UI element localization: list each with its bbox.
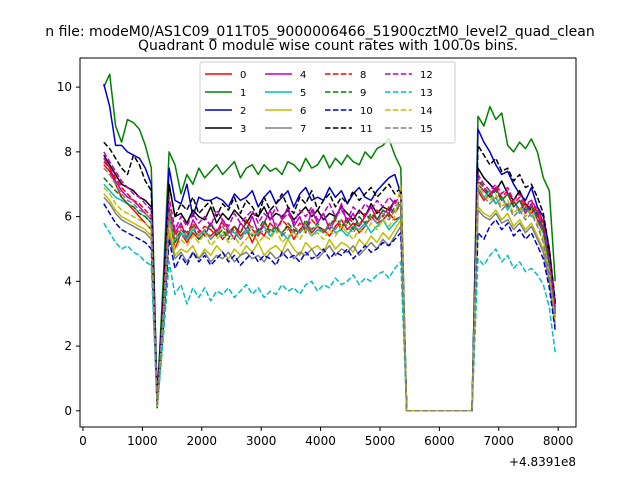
series-line-1: [103, 73, 556, 412]
x-tick-label: 0: [79, 434, 87, 448]
figure-suptitle: n file: modeM0/AS1C09_011T05_9000006466_…: [45, 24, 594, 40]
legend-label-14: 14: [420, 106, 433, 117]
x-tick-label: 2000: [186, 434, 217, 448]
legend-label-2: 2: [240, 106, 246, 117]
y-tick-label: 0: [64, 404, 72, 418]
series-line-13: [103, 222, 556, 412]
legend-label-3: 3: [240, 124, 246, 135]
x-tick-label: 6000: [424, 434, 455, 448]
legend-box: [199, 61, 456, 144]
series-line-7: [103, 196, 556, 412]
x-tick-label: 7000: [484, 434, 515, 448]
legend-label-5: 5: [300, 88, 306, 99]
series-line-2: [103, 83, 556, 412]
legend-label-8: 8: [360, 70, 366, 81]
legend-label-13: 13: [420, 88, 433, 99]
series-line-11: [103, 141, 556, 412]
legend-label-4: 4: [300, 70, 306, 81]
chart-title: Quadrant 0 module wise count rates with …: [138, 38, 518, 54]
x-tick-label: 4000: [305, 434, 336, 448]
x-tick-label: 5000: [365, 434, 396, 448]
series-line-15: [103, 167, 556, 412]
x-tick-label: 1000: [127, 434, 158, 448]
y-tick-label: 6: [64, 210, 72, 224]
x-offset-label: +4.8391e8: [509, 455, 576, 469]
y-tick-label: 4: [64, 274, 72, 288]
y-tick-label: 2: [64, 339, 72, 353]
legend-label-15: 15: [420, 124, 433, 135]
legend-label-9: 9: [360, 88, 366, 99]
series-line-0: [103, 164, 556, 412]
series-line-4: [103, 157, 556, 412]
series-line-14: [103, 183, 556, 412]
y-tick-label: 10: [57, 80, 72, 94]
axes-frame: [79, 57, 577, 428]
series-line-10: [103, 203, 556, 412]
legend-label-7: 7: [300, 124, 306, 135]
series-lines: [103, 73, 556, 412]
series-line-6: [103, 193, 556, 412]
y-tick-label: 8: [64, 145, 72, 159]
x-axis: 0 1000 2000 3000 4000 5000 6000 7000 8000: [79, 427, 573, 448]
x-tick-label: 8000: [543, 434, 574, 448]
legend-label-12: 12: [420, 70, 433, 81]
legend-label-1: 1: [240, 88, 246, 99]
legend-label-10: 10: [360, 106, 373, 117]
series-line-12: [103, 151, 556, 412]
legend-label-6: 6: [300, 106, 306, 117]
y-axis: 0 2 4 6 8 10: [57, 80, 80, 418]
series-line-3: [103, 154, 556, 412]
x-tick-label: 3000: [246, 434, 277, 448]
series-line-9: [103, 177, 556, 412]
legend-label-11: 11: [360, 124, 373, 135]
legend-label-0: 0: [240, 70, 246, 81]
